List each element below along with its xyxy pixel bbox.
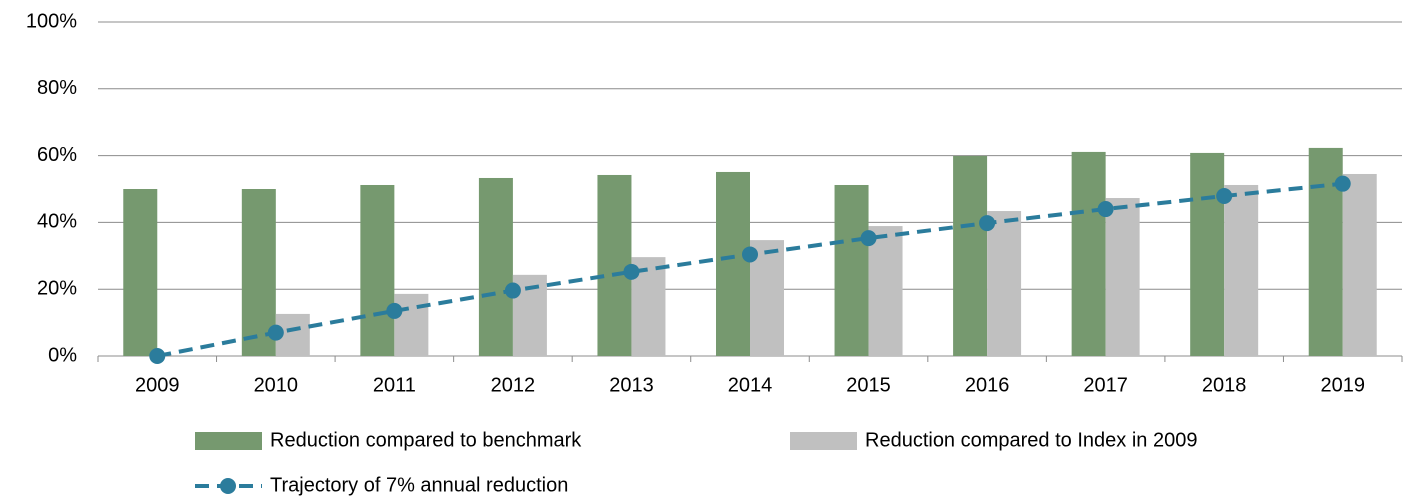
- x-tick-label: 2016: [965, 374, 1010, 396]
- bar: [597, 174, 632, 356]
- bar: [868, 226, 903, 356]
- bar: [360, 184, 395, 356]
- legend-label: Trajectory of 7% annual reduction: [270, 474, 568, 496]
- trend-marker: [860, 230, 877, 247]
- bar: [953, 155, 988, 356]
- x-tick-label: 2009: [135, 374, 180, 396]
- x-tick-label: 2014: [728, 374, 773, 396]
- trend-marker: [386, 302, 403, 319]
- y-tick-label: 40%: [37, 211, 77, 233]
- y-tick-label: 20%: [37, 277, 77, 299]
- x-tick-label: 2019: [1320, 374, 1365, 396]
- bar: [394, 293, 429, 356]
- trend-marker: [1216, 188, 1233, 205]
- legend-swatch: [790, 432, 857, 450]
- trend-marker: [742, 246, 758, 263]
- trend-marker: [504, 282, 521, 299]
- legend-marker: [220, 478, 236, 494]
- bar: [1105, 198, 1140, 356]
- y-tick-label: 80%: [37, 77, 77, 99]
- x-tick-label: 2017: [1083, 374, 1128, 396]
- x-tick-label: 2013: [609, 374, 654, 396]
- x-tick-label: 2018: [1202, 374, 1247, 396]
- legend-label: Reduction compared to benchmark: [270, 429, 582, 451]
- x-tick-label: 2011: [373, 374, 416, 396]
- bar: [1071, 151, 1106, 356]
- bar: [987, 211, 1022, 356]
- legend-swatch: [195, 432, 262, 450]
- bar: [834, 184, 869, 356]
- trend-marker: [1097, 201, 1114, 218]
- y-tick-label: 0%: [48, 344, 77, 366]
- y-tick-label: 60%: [37, 144, 77, 166]
- trend-marker: [1334, 175, 1351, 192]
- x-tick-label: 2015: [846, 374, 891, 396]
- legend-label: Reduction compared to Index in 2009: [865, 429, 1197, 451]
- bar: [716, 171, 750, 356]
- y-tick-label: 100%: [26, 10, 77, 32]
- trend-marker: [267, 324, 284, 341]
- bar: [1342, 173, 1377, 356]
- trend-marker: [623, 263, 640, 280]
- bar: [1190, 152, 1225, 356]
- bar: [1224, 184, 1259, 356]
- x-tick-label: 2012: [491, 374, 536, 396]
- bar: [123, 189, 158, 356]
- bar: [478, 177, 513, 356]
- trend-marker: [149, 348, 166, 364]
- trend-marker: [979, 215, 996, 232]
- x-tick-label: 2010: [254, 374, 299, 396]
